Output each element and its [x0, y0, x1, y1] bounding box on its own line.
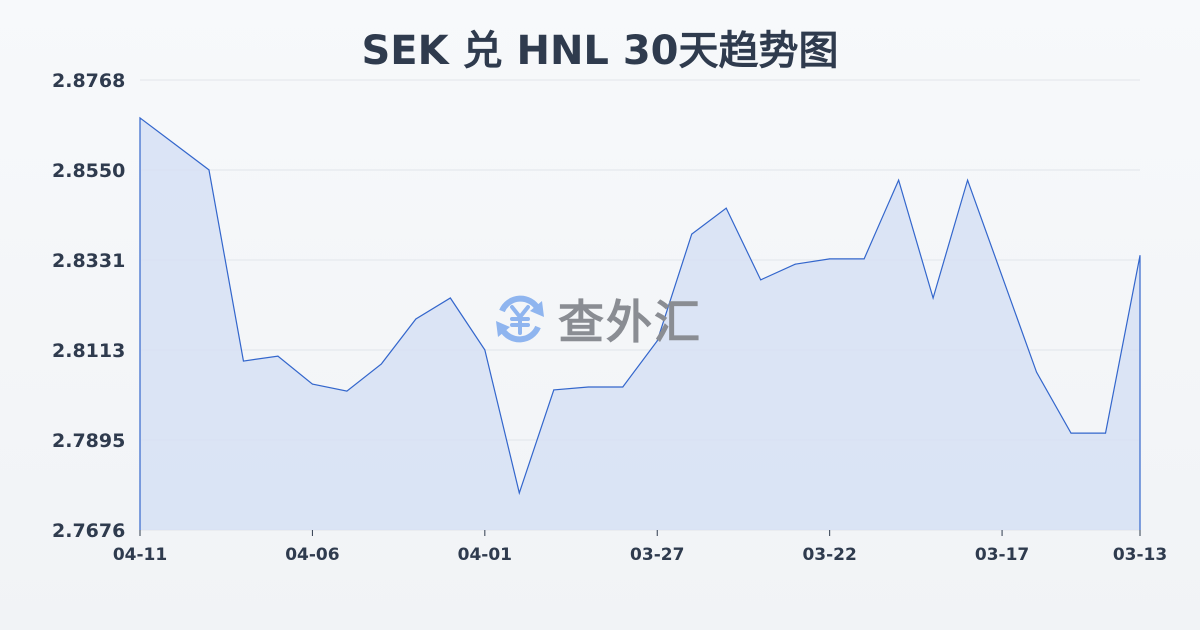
- data-point: [449, 297, 451, 299]
- data-point: [173, 143, 175, 145]
- data-point: [242, 360, 244, 362]
- x-tick-label: 03-13: [1113, 545, 1167, 565]
- yen-exchange-icon: [496, 295, 544, 343]
- y-tick-label: 2.8331: [52, 250, 125, 272]
- series-line: [139, 116, 1141, 530]
- data-point: [829, 258, 831, 260]
- y-tick-label: 2.7895: [52, 430, 125, 452]
- data-point: [691, 233, 693, 235]
- data-point: [863, 258, 865, 260]
- y-tick-label: 2.8113: [52, 340, 125, 362]
- data-point: [1036, 371, 1038, 373]
- data-point: [725, 207, 727, 209]
- x-tick-label: 03-22: [802, 545, 856, 565]
- data-point: [139, 117, 141, 119]
- data-point: [208, 169, 210, 171]
- data-point: [932, 297, 934, 299]
- x-tick-label: 03-27: [630, 545, 684, 565]
- y-tick-label: 2.8550: [52, 160, 125, 182]
- data-point: [587, 386, 589, 388]
- data-point: [760, 279, 762, 281]
- data-point: [1070, 432, 1072, 434]
- data-point: [1139, 255, 1141, 257]
- x-tick-label: 04-11: [113, 545, 167, 565]
- watermark: 查外汇: [490, 286, 702, 352]
- data-point: [380, 363, 382, 365]
- data-point: [553, 389, 555, 391]
- data-point: [1001, 275, 1003, 277]
- chart-title: SEK 兑 HNL 30天趋势图: [361, 28, 839, 74]
- data-point: [898, 179, 900, 181]
- x-tick-label: 04-06: [285, 545, 339, 565]
- x-tick-label: 03-17: [975, 545, 1029, 565]
- area-fill: [140, 117, 1140, 531]
- x-tick-label: 04-01: [458, 545, 512, 565]
- data-point: [277, 355, 279, 357]
- data-point: [622, 386, 624, 388]
- watermark-text: 查外汇: [558, 295, 702, 349]
- data-point: [656, 340, 658, 342]
- y-tick-label: 2.7676: [52, 520, 125, 542]
- data-point: [346, 390, 348, 392]
- data-point: [518, 492, 520, 494]
- data-point: [1105, 432, 1107, 434]
- data-point: [794, 263, 796, 265]
- data-point: [415, 318, 417, 320]
- y-tick-label: 2.8768: [52, 70, 125, 92]
- data-point: [484, 349, 486, 351]
- data-point: [311, 383, 313, 385]
- data-point: [967, 179, 969, 181]
